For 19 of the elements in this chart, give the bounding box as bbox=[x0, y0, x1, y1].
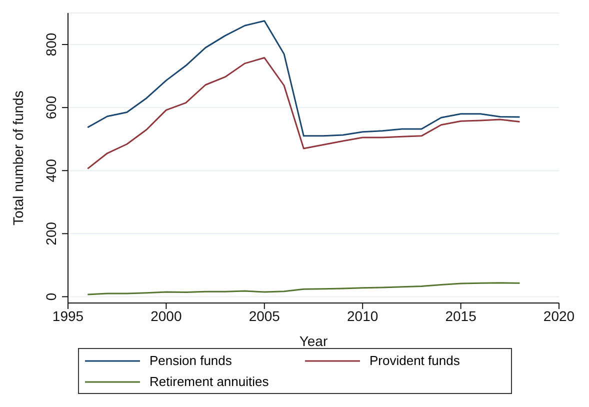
y-tick-label: 600 bbox=[43, 96, 59, 120]
y-tick-label: 800 bbox=[43, 32, 59, 56]
x-tick-label: 2010 bbox=[347, 308, 378, 324]
x-tick-label: 1995 bbox=[52, 308, 84, 324]
legend-label: Retirement annuities bbox=[150, 372, 269, 390]
x-tick-label: 2005 bbox=[248, 308, 280, 324]
y-axis-title: Total number of funds bbox=[10, 90, 26, 226]
line-series bbox=[86, 20, 520, 137]
x-tick-label: 2015 bbox=[445, 308, 477, 324]
x-tick-label: 2020 bbox=[543, 308, 575, 324]
legend-label: Pension funds bbox=[150, 352, 232, 370]
legend-label: Provident funds bbox=[370, 352, 460, 370]
y-tick-label: 200 bbox=[43, 222, 59, 246]
line-series bbox=[86, 57, 520, 170]
x-axis-title: Year bbox=[299, 333, 328, 349]
y-tick-label: 0 bbox=[43, 292, 59, 301]
y-tick-label: 400 bbox=[43, 158, 59, 182]
line-series bbox=[86, 282, 520, 296]
x-tick-label: 2000 bbox=[150, 308, 182, 324]
